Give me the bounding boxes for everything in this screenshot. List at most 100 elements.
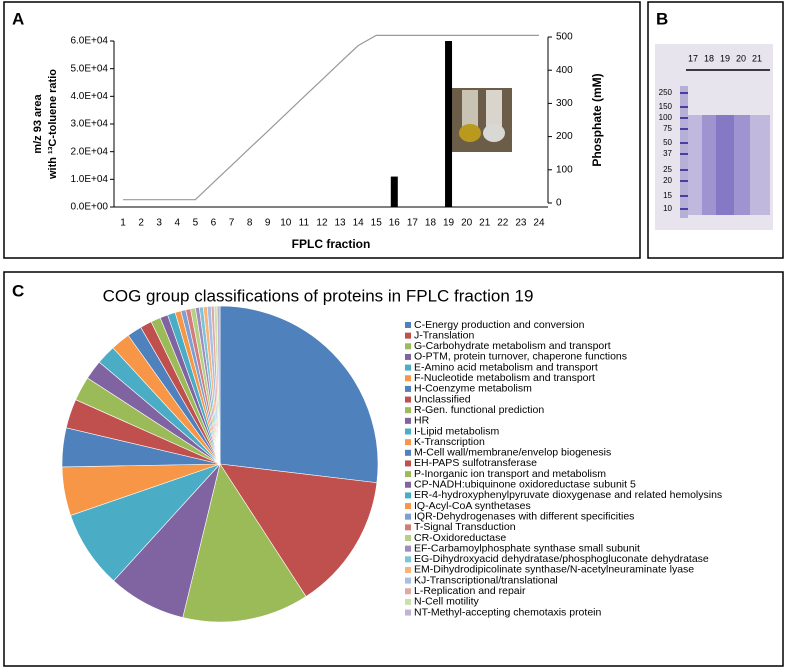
legend-swatch	[405, 449, 411, 456]
legend-swatch	[405, 598, 411, 605]
panel-label: A	[12, 9, 24, 28]
pie-slice	[216, 305, 221, 465]
legend-swatch	[405, 460, 411, 467]
x-tick-label: 18	[425, 218, 437, 229]
x-tick-label: 23	[515, 218, 527, 229]
pie-slice	[219, 305, 379, 484]
marker-label: 100	[659, 113, 673, 122]
legend-swatch	[405, 556, 411, 563]
marker-band	[680, 169, 688, 171]
legend-swatch	[405, 385, 411, 392]
y-tick-label: 2.0E+04	[70, 146, 108, 157]
legend-label: C-Energy production and conversion	[414, 319, 585, 331]
marker-band	[680, 180, 688, 182]
legend-swatch	[405, 428, 411, 435]
x-tick-label: 9	[265, 218, 271, 229]
marker-label: 37	[663, 149, 672, 158]
legend-label: O-PTM, protein turnover, chaperone funct…	[414, 351, 627, 363]
legend-swatch	[405, 503, 411, 510]
y-axis-title: with ¹³C-toluene ratio	[47, 69, 59, 180]
marker-label: 20	[663, 176, 672, 185]
legend-label: EG-Dihydroxyacid dehydratase/phosphogluc…	[414, 553, 709, 565]
legend-swatch	[405, 471, 411, 478]
legend-label: IQ-Acyl-CoA synthetases	[414, 500, 531, 512]
marker-band	[680, 142, 688, 144]
x-tick-label: 1	[120, 218, 126, 229]
legend-swatch	[405, 396, 411, 403]
y-tick-label: 1.0E+04	[70, 174, 108, 185]
marker-band	[680, 106, 688, 108]
legend-label: P-Inorganic ion transport and metabolism	[414, 468, 606, 480]
x-tick-label: 5	[193, 218, 199, 229]
x-tick-label: 8	[247, 218, 253, 229]
legend-swatch	[405, 343, 411, 350]
lane-label: 19	[720, 53, 730, 63]
x-tick-label: 24	[533, 218, 545, 229]
x-tick-label: 13	[334, 218, 346, 229]
marker-label: 25	[663, 165, 672, 174]
legend-label: CR-Oxidoreductase	[414, 532, 506, 544]
legend-label: N-Cell motility	[414, 596, 480, 608]
y2-tick-label: 200	[556, 131, 573, 142]
y-axis-title: m/z 93 area	[32, 93, 44, 153]
y-tick-label: 4.0E+04	[70, 91, 108, 102]
legend-label: G-Carbohydrate metabolism and transport	[414, 340, 611, 352]
legend-swatch	[405, 513, 411, 520]
bar	[390, 176, 398, 207]
legend-label: Unclassified	[414, 393, 471, 405]
panel-label: C	[12, 281, 24, 300]
y-tick-label: 6.0E+04	[70, 36, 108, 47]
legend-swatch	[405, 524, 411, 531]
legend-label: I-Lipid metabolism	[414, 425, 499, 437]
marker-band	[680, 92, 688, 94]
panel-a-frame	[3, 1, 641, 259]
legend-label: E-Amino acid metabolism and transport	[414, 361, 598, 373]
legend-label: R-Gen. functional prediction	[414, 404, 544, 416]
x-tick-label: 22	[497, 218, 509, 229]
legend-swatch	[405, 407, 411, 414]
legend-label: EH-PAPS sulfotransferase	[414, 457, 537, 469]
legend-swatch	[405, 609, 411, 616]
marker-band	[680, 128, 688, 130]
inset-photo	[452, 88, 512, 152]
pie-slice	[219, 463, 378, 597]
x-tick-label: 4	[175, 218, 181, 229]
legend-label: T-Signal Transduction	[414, 521, 516, 533]
marker-label: 150	[659, 102, 673, 111]
panel-label: B	[656, 9, 668, 28]
x-tick-label: 15	[371, 218, 383, 229]
marker-label: 10	[663, 204, 672, 213]
legend-label: H-Coenzyme metabolism	[414, 383, 532, 395]
lane-label: 20	[736, 53, 746, 63]
legend-swatch	[405, 492, 411, 499]
legend-swatch	[405, 566, 411, 573]
legend-swatch	[405, 545, 411, 552]
legend-label: M-Cell wall/membrane/envelop biogenesis	[414, 447, 611, 459]
lane-label: 17	[688, 53, 698, 63]
legend-label: EM-Dihydrodipicolinate synthase/N-acetyl…	[414, 564, 694, 576]
y-tick-label: 5.0E+04	[70, 63, 108, 74]
marker-label: 15	[663, 191, 672, 200]
legend-swatch	[405, 577, 411, 584]
y2-tick-label: 400	[556, 65, 573, 76]
legend-label: HR	[414, 415, 430, 427]
legend-swatch	[405, 375, 411, 382]
legend-swatch	[405, 535, 411, 541]
x-tick-label: 3	[156, 218, 162, 229]
lane-label: 21	[752, 53, 762, 63]
y2-axis-title: Phosphate (mM)	[590, 73, 604, 166]
legend-swatch	[405, 417, 411, 424]
legend-label: J-Translation	[414, 329, 474, 341]
legend-label: L-Replication and repair	[414, 585, 526, 597]
pie-slice	[182, 463, 307, 623]
x-axis-title: FPLC fraction	[292, 237, 371, 251]
chart-title: COG group classifications of proteins in…	[103, 286, 534, 305]
panel-c-frame	[3, 271, 784, 667]
legend-swatch	[405, 588, 411, 595]
legend-swatch	[405, 322, 411, 328]
marker-label: 50	[663, 138, 672, 147]
x-tick-label: 7	[229, 218, 235, 229]
x-tick-label: 10	[280, 218, 292, 229]
x-tick-label: 17	[407, 218, 419, 229]
legend-label: IQR-Dehydrogenases with different specif…	[414, 510, 634, 522]
